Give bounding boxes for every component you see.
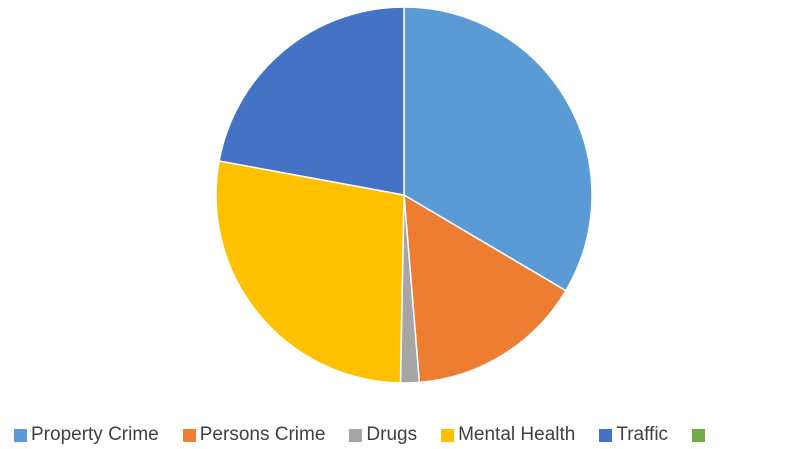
- legend-swatch: [692, 428, 706, 442]
- legend-label: Traffic: [616, 424, 669, 445]
- legend-label: Drugs: [366, 424, 418, 445]
- legend-label: Mental Health: [458, 424, 576, 445]
- pie-slice-traffic: [218, 6, 405, 196]
- legend-item-mental-health: Mental Health: [441, 424, 575, 446]
- pie-chart: [215, 6, 593, 384]
- legend-swatch: [349, 428, 363, 442]
- legend-label: Property Crime: [31, 424, 159, 445]
- legend-item-persons-crime: Persons Crime: [182, 424, 326, 446]
- chart-legend: Property Crime Persons Crime Drugs Mental H…: [14, 424, 733, 446]
- legend-item-traffic: Traffic: [599, 424, 668, 446]
- legend-item-series-6: [692, 428, 709, 442]
- pie-slice-persons-crime: [403, 193, 567, 384]
- legend-swatch: [14, 428, 27, 442]
- legend-label: Persons Crime: [199, 424, 326, 445]
- legend-swatch: [599, 428, 613, 442]
- pie-slice-property-crime: [403, 6, 593, 292]
- legend-swatch: [182, 428, 196, 442]
- legend-item-drugs: Drugs: [349, 424, 417, 446]
- pie-slice-mental-health: [215, 160, 405, 384]
- legend-swatch: [441, 428, 455, 442]
- legend-item-property-crime: Property Crime: [14, 424, 159, 446]
